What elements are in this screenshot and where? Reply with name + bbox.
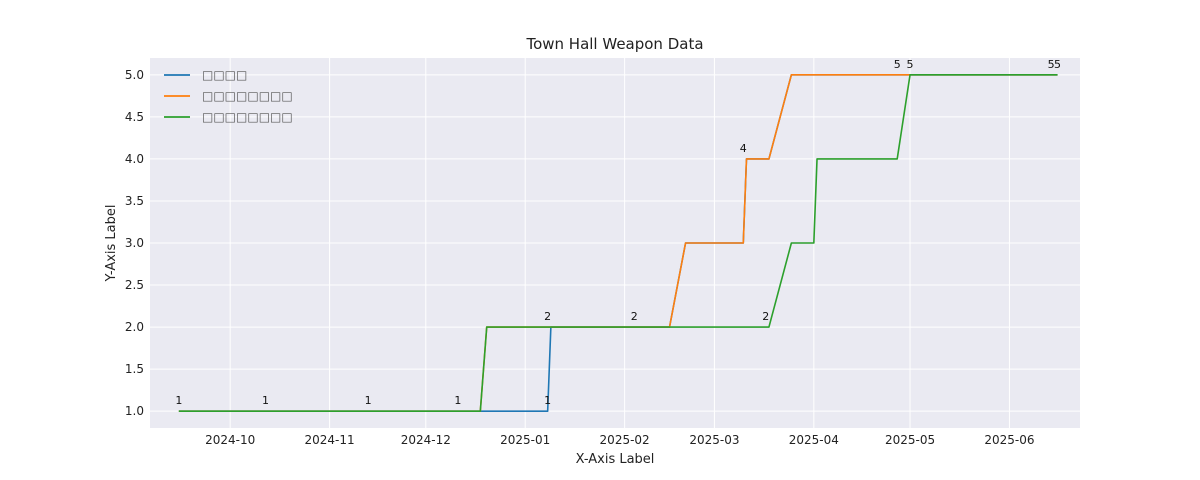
- y-tick-label: 4.0: [125, 152, 144, 166]
- x-tick-label: 2024-10: [205, 433, 255, 447]
- y-tick-label: 1.5: [125, 362, 144, 376]
- series-line-3: [178, 74, 1058, 412]
- y-tick-label: 2.0: [125, 320, 144, 334]
- data-label: 5: [894, 58, 901, 71]
- y-axis-ticks: 1.0 1.5 2.0 2.5 3.0 3.5 4.0 4.5 5.0: [125, 68, 144, 418]
- data-label: 1: [544, 394, 551, 407]
- legend-label: □□□□: [202, 68, 247, 82]
- x-tick-label: 2025-02: [600, 433, 650, 447]
- legend-label: □□□□□□□□: [202, 89, 293, 103]
- x-tick-label: 2024-12: [401, 433, 451, 447]
- data-label: 5: [1054, 58, 1061, 71]
- x-tick-label: 2025-06: [984, 433, 1034, 447]
- x-axis-ticks: 2024-10 2024-11 2024-12 2025-01 2025-02 2025-…: [205, 433, 1034, 447]
- data-label: 5: [907, 58, 914, 71]
- data-label: 2: [631, 310, 638, 323]
- x-axis-label: X-Axis Label: [576, 452, 655, 467]
- x-tick-label: 2024-11: [305, 433, 355, 447]
- y-tick-label: 4.5: [125, 110, 144, 124]
- x-tick-label: 2025-04: [789, 433, 839, 447]
- y-axis-label: Y-Axis Label: [104, 205, 119, 283]
- legend-label: □□□□□□□□: [202, 110, 293, 124]
- data-label: 5: [1048, 58, 1055, 71]
- data-labels: 1 1 1 1 12 2 245 5 5 5: [175, 58, 1061, 407]
- data-label: 2: [762, 310, 769, 323]
- series-lines: [178, 74, 1058, 412]
- gridlines: [150, 58, 1080, 428]
- x-tick-label: 2025-05: [885, 433, 935, 447]
- data-label: 1: [262, 394, 269, 407]
- x-tick-label: 2025-01: [500, 433, 550, 447]
- legend: □□□□□□□□□□□□□□□□□□□□: [164, 68, 293, 124]
- y-tick-label: 5.0: [125, 68, 144, 82]
- data-label: 1: [365, 394, 372, 407]
- data-label: 4: [740, 142, 747, 155]
- y-tick-label: 1.0: [125, 404, 144, 418]
- x-tick-label: 2025-03: [689, 433, 739, 447]
- y-tick-label: 3.5: [125, 194, 144, 208]
- y-tick-label: 3.0: [125, 236, 144, 250]
- data-label: 2: [544, 310, 551, 323]
- y-tick-label: 2.5: [125, 278, 144, 292]
- chart-title: Town Hall Weapon Data: [525, 35, 703, 53]
- data-label: 1: [454, 394, 461, 407]
- data-label: 1: [175, 394, 182, 407]
